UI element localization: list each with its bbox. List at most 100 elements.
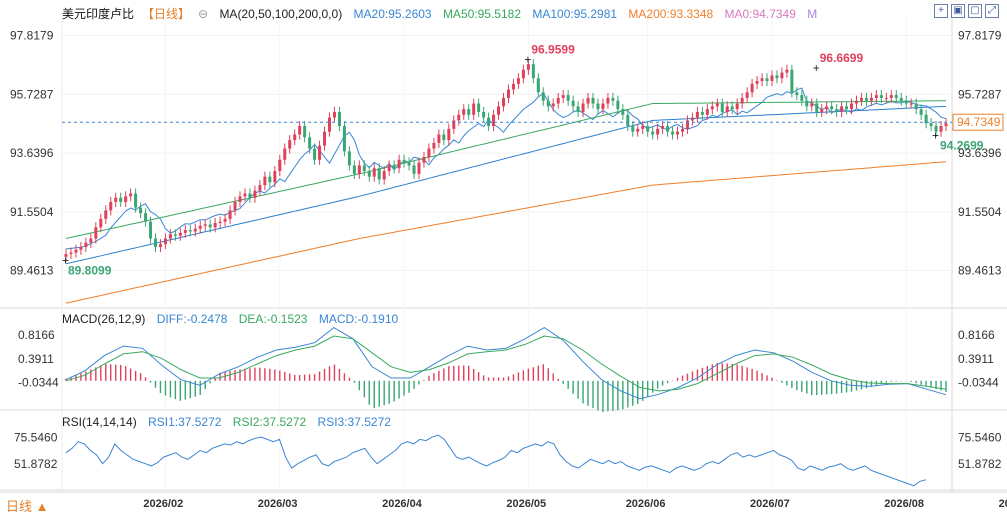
candle-body <box>238 196 242 202</box>
candle-body <box>725 106 729 112</box>
rsi-axis-left-label: 75.5460 <box>14 431 58 445</box>
rsi-axis-right-label: 75.5460 <box>958 431 1002 445</box>
candle-body <box>705 109 709 115</box>
price-axis-left-label: 91.5504 <box>10 205 54 219</box>
candle-body <box>929 123 933 127</box>
candle-body <box>422 156 426 163</box>
price-header: 美元印度卢比 【日线】 ⊖ MA(20,50,100,200,0,0) MA20:9… <box>62 5 825 22</box>
candle-body <box>536 78 540 93</box>
rsi-label[interactable]: RSI(14,14,14) <box>62 415 137 429</box>
candle-body <box>293 134 297 141</box>
candle-body <box>472 103 476 115</box>
candle-body <box>735 103 739 110</box>
macd-axis-left-label: 0.3911 <box>18 352 54 366</box>
candle-body <box>432 142 436 149</box>
low-marker-1: 89.8099 <box>68 264 112 278</box>
candle-body <box>785 69 789 73</box>
current-price-tag <box>952 113 1004 131</box>
ma100-value: MA100:95.2981 <box>532 7 618 21</box>
time-axis-label: 2026/08 <box>884 498 924 510</box>
candle-body <box>755 81 759 84</box>
candle-body <box>516 78 520 84</box>
candle-body <box>576 106 580 112</box>
candle-body <box>820 109 824 112</box>
period-switch-button[interactable]: 日线 ▲ <box>6 499 49 514</box>
candle-body <box>710 106 714 110</box>
candle-body <box>332 111 336 118</box>
candle-body <box>417 162 421 174</box>
candle-body <box>924 114 928 124</box>
macd-axis-right-label: 0.3911 <box>958 352 994 366</box>
candle-body <box>869 97 873 101</box>
candle-body <box>685 120 689 129</box>
candle-body <box>442 134 446 141</box>
price-axis-right-label: 97.8179 <box>958 29 1002 43</box>
rsi1-value: RSI1:37.5272 <box>148 415 222 429</box>
period-label[interactable]: 【日线】 <box>142 7 191 21</box>
macd-label[interactable]: MACD(26,12,9) <box>62 312 146 326</box>
candle-body <box>840 106 844 112</box>
candle-body <box>303 126 307 138</box>
candle-body <box>203 224 207 226</box>
high-marker-1-cross: + <box>524 53 531 67</box>
candle-body <box>392 165 396 169</box>
candle-body <box>387 165 391 172</box>
chart-toolbar: + ▣ ▢ ⤢ <box>934 4 999 18</box>
candle-body <box>253 190 257 198</box>
candle-body <box>720 103 724 112</box>
candle-body <box>278 159 282 172</box>
candle-body <box>830 106 834 110</box>
high-marker-2: 96.6699 <box>820 51 864 65</box>
candle-body <box>497 106 501 115</box>
candle-body <box>427 148 431 157</box>
candle-body <box>183 230 187 233</box>
candle-body <box>934 126 938 132</box>
candle-body <box>168 234 172 239</box>
macd-header: MACD(26,12,9) DIFF:-0.2478 DEA:-0.1523 M… <box>62 312 406 326</box>
candle-body <box>119 197 123 202</box>
candle-body <box>318 145 322 160</box>
ma-line-ma100 <box>65 105 947 265</box>
candle-body <box>690 117 694 121</box>
candle-body <box>626 114 630 127</box>
candle-body <box>899 97 903 101</box>
zoom-out-icon[interactable]: ▢ <box>968 4 982 18</box>
candle-body <box>457 114 461 121</box>
price-axis-left-label: 97.8179 <box>10 29 54 43</box>
candle-body <box>462 109 466 115</box>
rsi2-value: RSI2:37.5272 <box>232 415 307 429</box>
candle-body <box>467 109 471 115</box>
candle-body <box>561 95 565 98</box>
candle-body <box>621 109 625 115</box>
price-axis-left-label: 93.6396 <box>10 146 54 160</box>
macd-axis-left-label: -0.0344 <box>18 376 59 390</box>
candle-body <box>760 78 764 82</box>
macd-dea-line <box>65 335 947 392</box>
candle-body <box>69 252 73 254</box>
m-label[interactable]: M <box>807 7 818 21</box>
candle-body <box>566 95 570 101</box>
price-axis-right-label: 89.4613 <box>958 264 1002 278</box>
zoom-in-icon[interactable]: ▣ <box>951 4 965 18</box>
candle-body <box>805 100 809 107</box>
candle-body <box>382 171 386 180</box>
candle-body <box>328 117 332 132</box>
ma-settings-icon[interactable]: ⊖ <box>198 7 209 21</box>
candle-body <box>144 213 148 222</box>
macd-diff-line <box>65 326 947 400</box>
candle-body <box>859 97 863 101</box>
candle-body <box>173 234 177 236</box>
ma-line-ma50 <box>65 100 947 239</box>
rsi-header: RSI(14,14,14) RSI1:37.5272 RSI2:37.5272 … <box>62 415 399 429</box>
candle-body <box>810 103 814 107</box>
candle-body <box>357 165 361 174</box>
symbol-label: 美元印度卢比 <box>62 7 135 21</box>
candle-body <box>263 176 267 186</box>
candle-body <box>835 109 839 112</box>
candle-body <box>89 238 93 243</box>
candle-body <box>308 137 312 149</box>
fullscreen-icon[interactable]: ⤢ <box>985 4 999 18</box>
ma-label[interactable]: MA(20,50,100,200,0,0) <box>219 7 343 21</box>
crosshair-icon[interactable]: + <box>934 4 948 18</box>
time-axis-label: 2026/09 <box>999 498 1007 510</box>
